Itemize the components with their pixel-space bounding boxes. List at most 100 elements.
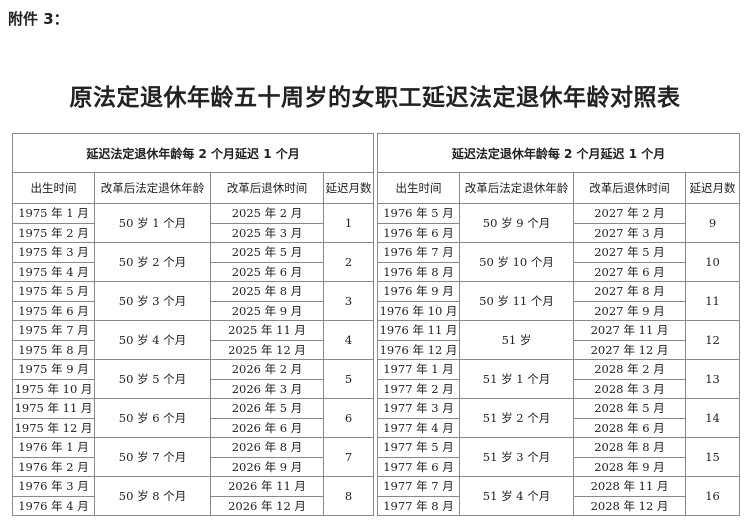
delay-months-cell: 1 (322, 203, 375, 243)
retirement-date-cell: 2028 年 2 月 (573, 359, 686, 380)
retirement-date-cell: 2027 年 5 月 (573, 242, 686, 263)
comparison-table-right: 延迟法定退休年龄每 2 个月延迟 1 个月 出生时间 改革后法定退休年龄 改革后退休时… (376, 133, 741, 516)
column-header: 改革后法定退休年龄 (459, 172, 574, 204)
birth-date-cell: 1975 年 2 月 (12, 222, 95, 243)
delay-months-cell: 8 (322, 476, 375, 516)
retirement-age-cell: 50 岁 11 个月 (459, 281, 574, 321)
column-header: 延迟月数 (322, 172, 375, 204)
birth-date-cell: 1976 年 3 月 (12, 476, 95, 497)
delay-months-cell: 4 (322, 320, 375, 360)
table-row: 1977 年 8 月 2028 年 12 月 (377, 495, 740, 516)
birth-date-cell: 1976 年 10 月 (377, 300, 460, 321)
birth-date-cell: 1975 年 5 月 (12, 281, 95, 302)
retirement-date-cell: 2025 年 5 月 (210, 242, 324, 263)
table-row: 1976 年 10 月 2027 年 9 月 (377, 300, 740, 321)
column-header: 改革后退休时间 (573, 172, 686, 204)
table-row: 1977 年 7 月 51 岁 4 个月 2028 年 11 月 16 (377, 476, 741, 516)
table-row: 1976 年 12 月 2027 年 12 月 (377, 339, 740, 360)
retirement-date-cell: 2028 年 9 月 (573, 456, 686, 477)
table-caption: 延迟法定退休年龄每 2 个月延迟 1 个月 (376, 133, 741, 173)
retirement-age-cell: 51 岁 2 个月 (459, 398, 574, 438)
retirement-date-cell: 2025 年 3 月 (210, 222, 324, 243)
table-caption: 延迟法定退休年龄每 2 个月延迟 1 个月 (11, 133, 375, 173)
retirement-age-cell: 51 岁 3 个月 (459, 437, 574, 477)
column-header: 出生时间 (12, 172, 95, 204)
birth-date-cell: 1975 年 7 月 (12, 320, 95, 341)
table-row: 1977 年 5 月 51 岁 3 个月 2028 年 8 月 15 (377, 437, 741, 477)
retirement-date-cell: 2026 年 2 月 (210, 359, 324, 380)
birth-date-cell: 1975 年 10 月 (12, 378, 95, 399)
retirement-age-cell: 50 岁 6 个月 (94, 398, 211, 438)
column-header: 改革后退休时间 (210, 172, 324, 204)
column-header: 改革后法定退休年龄 (94, 172, 211, 204)
retirement-age-cell: 50 岁 10 个月 (459, 242, 574, 282)
birth-date-cell: 1975 年 4 月 (12, 261, 95, 282)
retirement-date-cell: 2026 年 11 月 (210, 476, 324, 497)
header-row: 出生时间 改革后法定退休年龄 改革后退休时间 延迟月数 (377, 172, 741, 204)
retirement-date-cell: 2026 年 12 月 (210, 495, 324, 516)
retirement-date-cell: 2027 年 12 月 (573, 339, 686, 360)
birth-date-cell: 1976 年 9 月 (377, 281, 460, 302)
retirement-age-cell: 50 岁 2 个月 (94, 242, 211, 282)
retirement-date-cell: 2025 年 12 月 (210, 339, 324, 360)
birth-date-cell: 1977 年 5 月 (377, 437, 460, 458)
retirement-date-cell: 2025 年 11 月 (210, 320, 324, 341)
retirement-date-cell: 2027 年 2 月 (573, 203, 686, 224)
birth-date-cell: 1975 年 11 月 (12, 398, 95, 419)
delay-months-cell: 10 (684, 242, 741, 282)
birth-date-cell: 1977 年 1 月 (377, 359, 460, 380)
table-row: 1977 年 2 月 2028 年 3 月 (377, 378, 740, 399)
table-row: 1976 年 11 月 51 岁 2027 年 11 月 12 (377, 320, 741, 360)
birth-date-cell: 1975 年 9 月 (12, 359, 95, 380)
retirement-age-cell: 50 岁 1 个月 (94, 203, 211, 243)
retirement-date-cell: 2027 年 8 月 (573, 281, 686, 302)
caption-row: 延迟法定退休年龄每 2 个月延迟 1 个月 (11, 133, 375, 173)
caption-row: 延迟法定退休年龄每 2 个月延迟 1 个月 (376, 133, 741, 173)
birth-date-cell: 1976 年 2 月 (12, 456, 95, 477)
delay-months-cell: 3 (322, 281, 375, 321)
column-header: 延迟月数 (684, 172, 741, 204)
table-row: 1976 年 9 月 50 岁 11 个月 2027 年 8 月 11 (377, 281, 741, 321)
birth-date-cell: 1977 年 2 月 (377, 378, 460, 399)
birth-date-cell: 1977 年 7 月 (377, 476, 460, 497)
retirement-date-cell: 2027 年 3 月 (573, 222, 686, 243)
retirement-age-cell: 51 岁 4 个月 (459, 476, 574, 516)
table-row: 1977 年 1 月 51 岁 1 个月 2028 年 2 月 13 (377, 359, 741, 399)
delay-months-cell: 11 (684, 281, 741, 321)
retirement-date-cell: 2027 年 11 月 (573, 320, 686, 341)
delay-months-cell: 2 (322, 242, 375, 282)
header-row: 出生时间 改革后法定退休年龄 改革后退休时间 延迟月数 (12, 172, 375, 204)
retirement-date-cell: 2028 年 5 月 (573, 398, 686, 419)
birth-date-cell: 1976 年 1 月 (12, 437, 95, 458)
retirement-age-cell: 50 岁 5 个月 (94, 359, 211, 399)
retirement-date-cell: 2027 年 6 月 (573, 261, 686, 282)
birth-date-cell: 1975 年 8 月 (12, 339, 95, 360)
retirement-date-cell: 2028 年 11 月 (573, 476, 686, 497)
retirement-date-cell: 2025 年 2 月 (210, 203, 324, 224)
retirement-date-cell: 2028 年 8 月 (573, 437, 686, 458)
retirement-age-cell: 51 岁 1 个月 (459, 359, 574, 399)
delay-months-cell: 7 (322, 437, 375, 477)
delay-months-cell: 16 (684, 476, 741, 516)
birth-date-cell: 1976 年 7 月 (377, 242, 460, 263)
retirement-age-cell: 50 岁 4 个月 (94, 320, 211, 360)
retirement-date-cell: 2026 年 6 月 (210, 417, 324, 438)
delay-months-cell: 13 (684, 359, 741, 399)
birth-date-cell: 1976 年 11 月 (377, 320, 460, 341)
table-row: 1975 年 6 月 2025 年 9 月 (12, 300, 374, 321)
delay-months-cell: 15 (684, 437, 741, 477)
retirement-date-cell: 2027 年 9 月 (573, 300, 686, 321)
birth-date-cell: 1977 年 3 月 (377, 398, 460, 419)
birth-date-cell: 1975 年 6 月 (12, 300, 95, 321)
table-row: 1976 年 7 月 50 岁 10 个月 2027 年 5 月 10 (377, 242, 741, 282)
retirement-date-cell: 2026 年 9 月 (210, 456, 324, 477)
birth-date-cell: 1975 年 12 月 (12, 417, 95, 438)
birth-date-cell: 1977 年 4 月 (377, 417, 460, 438)
